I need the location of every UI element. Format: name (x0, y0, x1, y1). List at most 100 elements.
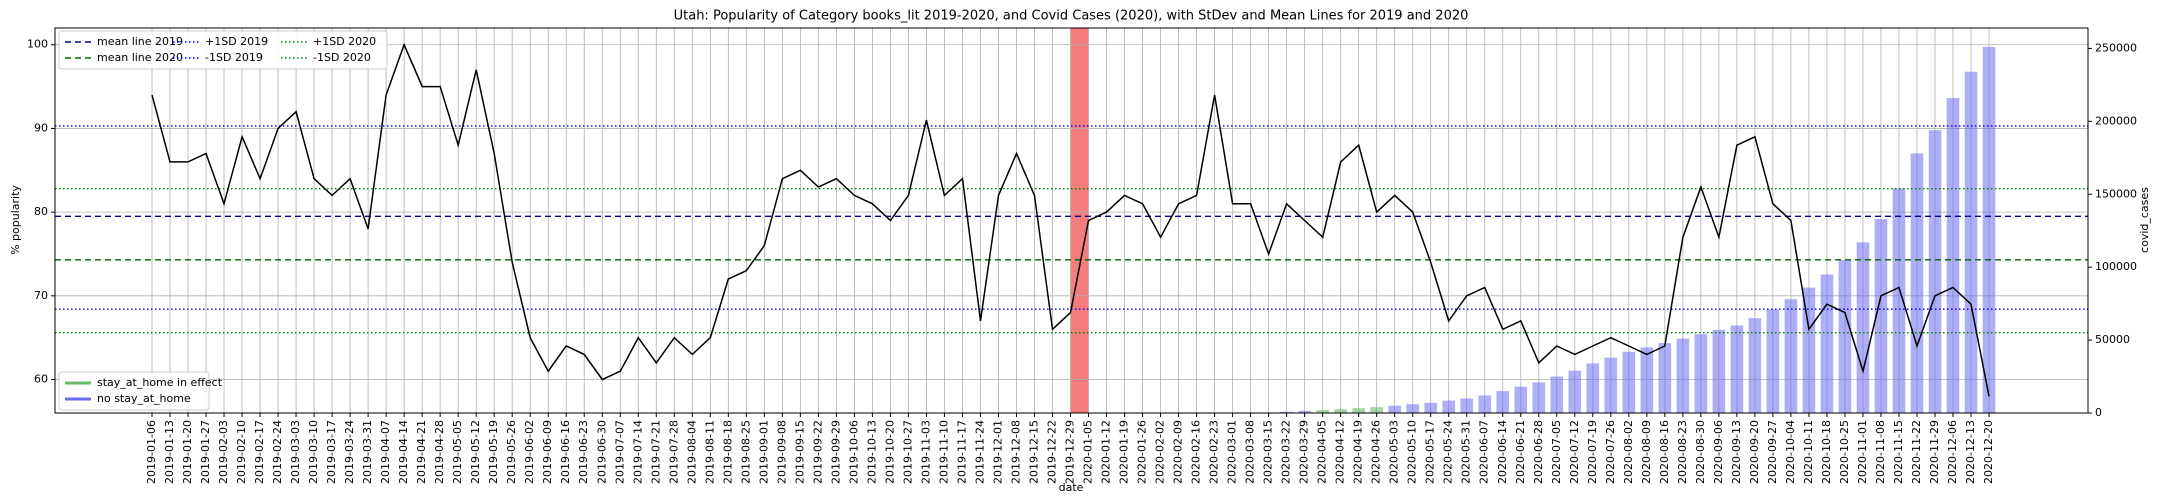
x-tick-label: 2019-05-26 (505, 420, 518, 484)
bar (1460, 398, 1474, 413)
x-tick-label: 2020-06-07 (1478, 420, 1491, 484)
x-tick-label: 2020-03-01 (1226, 420, 1239, 484)
x-tick-label: 2019-10-27 (901, 420, 914, 484)
legend: stay_at_home in effect no stay_at_home (58, 371, 223, 411)
x-tick-label: 2019-04-07 (379, 420, 392, 484)
x-tick-label: 2020-03-29 (1298, 420, 1311, 484)
x-tick-label: 2019-09-22 (811, 420, 824, 484)
bar (1766, 309, 1780, 413)
bar (1802, 287, 1816, 413)
bar (1568, 370, 1582, 413)
bar (1676, 338, 1690, 413)
x-tick-label: 2020-04-05 (1316, 420, 1329, 484)
y2-tick-label: 150000 (2095, 187, 2137, 200)
x-tick-label: 2020-02-23 (1208, 420, 1221, 484)
popularity-line (151, 42, 1990, 397)
bar (1280, 411, 1293, 413)
bar (1478, 395, 1492, 413)
legend-box (58, 371, 210, 411)
x-tick-label: 2020-11-22 (1910, 420, 1923, 484)
x-tick-label: 2020-08-23 (1676, 420, 1689, 484)
x-tick-label: 2020-07-12 (1568, 420, 1581, 484)
bar (1550, 376, 1564, 413)
x-tick-label: 2020-11-01 (1856, 420, 1869, 484)
y2-tick-label: 100000 (2095, 260, 2137, 273)
x-tick-label: 2020-05-17 (1424, 420, 1437, 484)
x-tick-label: 2019-06-23 (577, 420, 590, 484)
bar (1424, 402, 1438, 413)
x-tick-label: 2020-03-15 (1262, 420, 1275, 484)
bar (1640, 347, 1654, 413)
x-tick-label: 2020-01-19 (1118, 420, 1131, 484)
x-tick-label: 2020-08-30 (1694, 420, 1707, 484)
bar (1658, 343, 1672, 413)
x-tick-label: 2019-09-08 (775, 420, 788, 484)
x-tick-label: 2019-11-03 (919, 420, 932, 484)
y2-tick-label: 250000 (2095, 41, 2137, 54)
x-tick-label: 2019-08-04 (685, 420, 698, 484)
legend-label: mean line 2019 (97, 35, 183, 48)
x-tick-label: 2019-12-08 (1009, 420, 1022, 484)
x-tick-label: 2020-10-04 (1784, 420, 1797, 484)
x-tick-label: 2020-02-02 (1154, 420, 1167, 484)
bar (1604, 357, 1618, 413)
bar (1748, 318, 1762, 413)
x-tick-label: 2020-06-28 (1532, 420, 1545, 484)
x-tick-label: 2019-07-14 (631, 420, 644, 484)
x-tick-label: 2020-09-13 (1730, 420, 1743, 484)
x-tick-label: 2019-06-30 (595, 420, 608, 484)
y-tick-label: 100 (27, 38, 48, 51)
x-tick-label: 2020-10-18 (1820, 420, 1833, 484)
x-tick-label: 2020-04-19 (1352, 420, 1365, 484)
x-tick-label: 2020-11-29 (1928, 420, 1941, 484)
x-tick-label: 2019-05-05 (451, 420, 464, 484)
y-tick-label: 70 (34, 289, 48, 302)
bar (1946, 98, 1960, 413)
x-tick-label: 2019-12-01 (991, 420, 1004, 484)
x-tick-label: 2019-03-17 (325, 420, 338, 484)
legend-box (58, 30, 388, 70)
bar (1586, 363, 1600, 413)
x-tick-label: 2020-11-15 (1892, 420, 1905, 484)
bar (1838, 259, 1852, 413)
bar (1712, 329, 1726, 413)
bar (1316, 410, 1329, 413)
bar (1892, 188, 1906, 413)
bar (1982, 46, 1996, 413)
y2-axis-label: covid_cases (2138, 187, 2151, 253)
legend-label: no stay_at_home (97, 392, 191, 405)
x-tick-label: 2019-04-28 (433, 420, 446, 484)
legend-label: stay_at_home in effect (97, 376, 223, 389)
x-tick-label: 2020-06-14 (1496, 420, 1509, 484)
y-tick-label: 90 (34, 121, 48, 134)
bar (1730, 325, 1744, 413)
x-tick-label: 2020-12-13 (1964, 420, 1977, 484)
bar (1964, 71, 1978, 413)
x-tick-label: 2019-05-12 (469, 420, 482, 484)
x-tick-label: 2020-10-11 (1802, 420, 1815, 484)
x-tick-label: 2019-06-16 (559, 420, 572, 484)
highlight-span (1070, 28, 1089, 413)
x-tick-label: 2020-05-10 (1406, 420, 1419, 484)
x-tick-label: 2019-02-24 (271, 420, 284, 484)
plot-frame (54, 27, 2089, 414)
legend: mean line 2019 mean line 2020 +1SD 2019 -1S… (58, 30, 388, 70)
x-tick-label: 2019-03-31 (361, 420, 374, 484)
bar (1442, 400, 1456, 413)
x-tick-label: 2020-03-08 (1244, 420, 1257, 484)
x-tick-label: 2020-08-09 (1640, 420, 1653, 484)
bar (1820, 274, 1834, 413)
x-tick-label: 2019-10-13 (865, 420, 878, 484)
bar (1910, 153, 1924, 413)
bar (1784, 299, 1798, 413)
bar (1856, 242, 1870, 413)
x-tick-label: 2019-01-13 (163, 420, 176, 484)
y-tick-label: 60 (34, 373, 48, 386)
legend-label: -1SD 2020 (313, 51, 371, 64)
x-tick-label: 2019-12-15 (1027, 420, 1040, 484)
x-tick-label: 2019-11-24 (973, 420, 986, 484)
x-tick-label: 2020-01-26 (1136, 420, 1149, 484)
x-tick-label: 2019-03-10 (307, 420, 320, 484)
bar (1514, 386, 1528, 413)
